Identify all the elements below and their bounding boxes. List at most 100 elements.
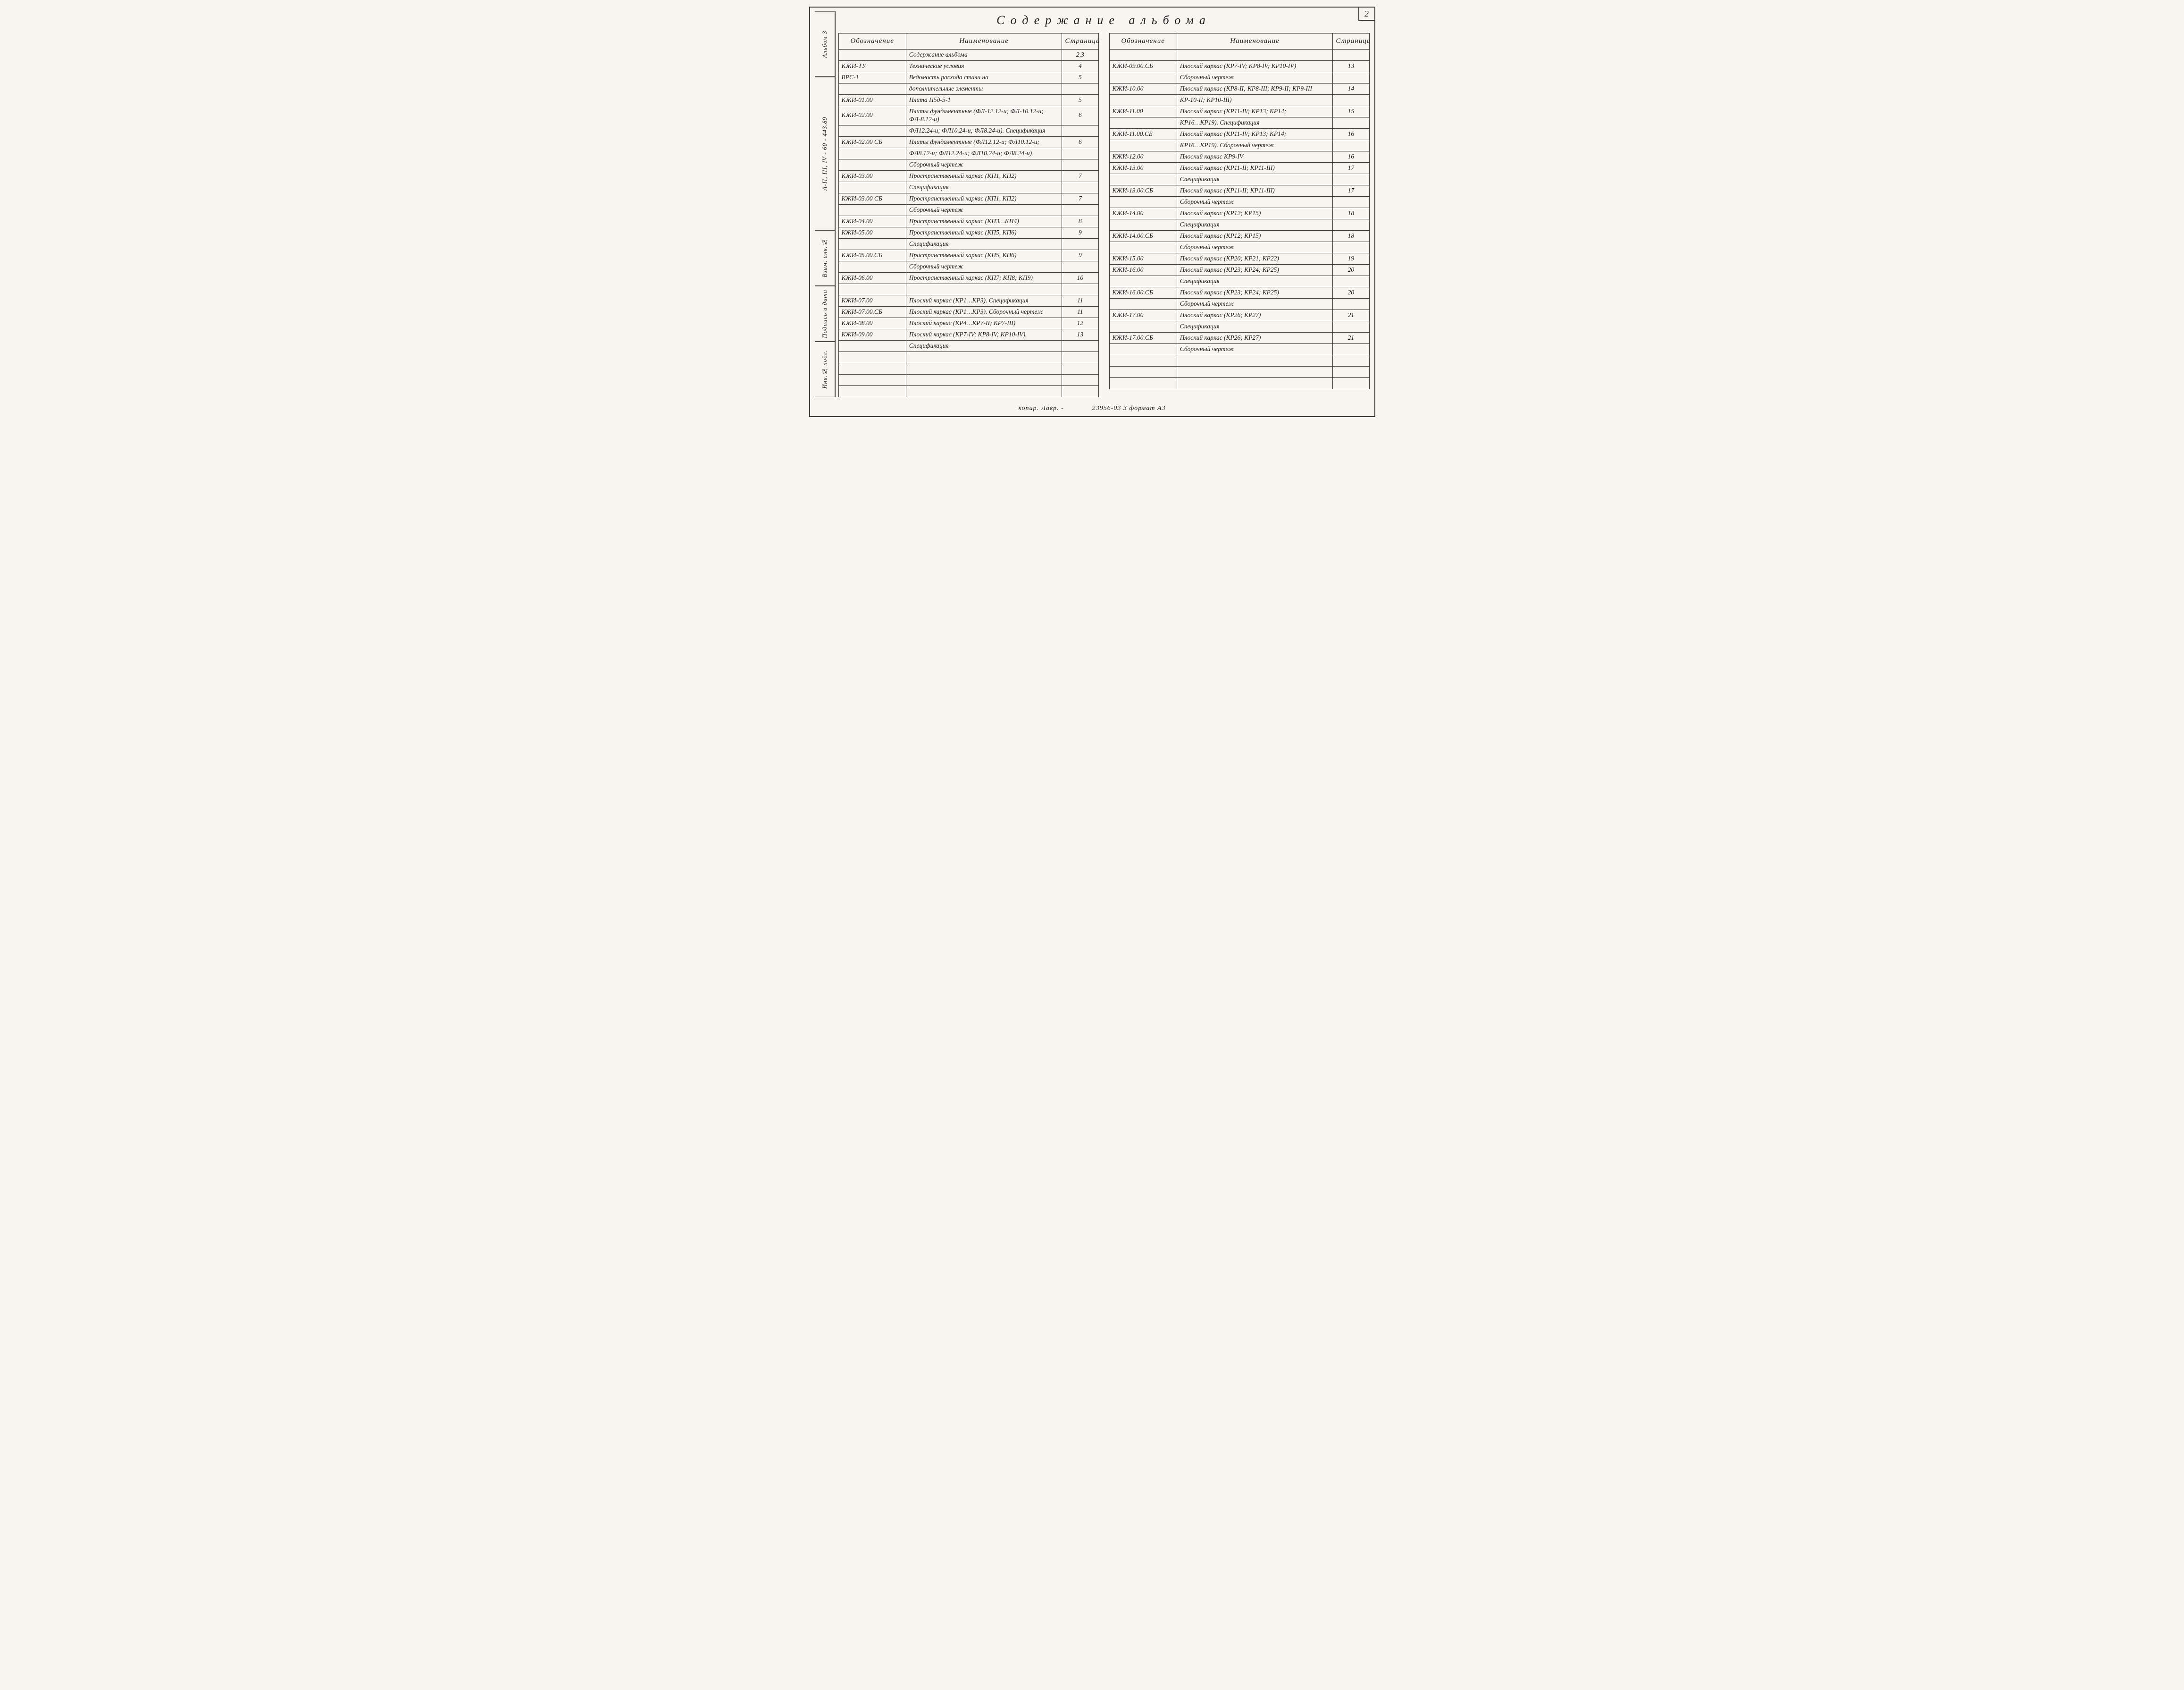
cell-page: 14 [1333, 84, 1369, 95]
table-row: Сборочный чертеж [1109, 242, 1369, 253]
table-row: КЖИ-01.00Плита П5д-5-15 [838, 95, 1098, 106]
cell-page: 6 [1062, 136, 1098, 148]
table-row: Спецификация [1109, 174, 1369, 185]
side-rail: Альбом 3 А-II, III, IV - 60 - 443.89 Вза… [815, 11, 836, 397]
cell-designation: КЖИ-13.00.СБ [1109, 185, 1177, 197]
cell-designation: КЖИ-15.00 [1109, 253, 1177, 265]
cell-designation: КЖИ-11.00.СБ [1109, 129, 1177, 140]
cell-name [1177, 378, 1333, 389]
cell-page [1062, 159, 1098, 170]
cell-page [1333, 367, 1369, 378]
cell-page [1062, 340, 1098, 351]
cell-page: 20 [1333, 265, 1369, 276]
cell-page [1062, 261, 1098, 272]
rail-vzam: Взам. инв.№ [815, 230, 835, 286]
cell-name: Плоский каркас (КР7-IV; КР8-IV; КР10-IV) [1177, 61, 1333, 72]
cell-page: 4 [1062, 61, 1098, 72]
table-row: Спецификация [838, 238, 1098, 250]
cell-page: 17 [1333, 185, 1369, 197]
cell-name: Плоский каркас (КР20; КР21; КР22) [1177, 253, 1333, 265]
cell-designation: КЖИ-17.00.СБ [1109, 333, 1177, 344]
cell-page: 13 [1333, 61, 1369, 72]
cell-page: 5 [1062, 95, 1098, 106]
cell-page [1333, 378, 1369, 389]
cell-name: Сборочный чертеж [906, 261, 1062, 272]
cell-name: Пространственный каркас (КП3…КП4) [906, 216, 1062, 227]
cell-name: КР16…КР19). Спецификация [1177, 117, 1333, 129]
cell-designation [838, 363, 906, 374]
cell-designation: КЖИ-16.00.СБ [1109, 287, 1177, 299]
cell-designation: КЖИ-13.00 [1109, 163, 1177, 174]
cell-name: Плоский каркас (КР23; КР24; КР25) [1177, 287, 1333, 299]
cell-page [1333, 174, 1369, 185]
cell-page: 21 [1333, 310, 1369, 321]
cell-name: Плоский каркас КР9-IV [1177, 151, 1333, 163]
table-row [838, 363, 1098, 374]
cell-designation: КЖИ-02.00 [838, 106, 906, 125]
cell-designation [838, 284, 906, 295]
table-row: Сборочный чертеж [1109, 299, 1369, 310]
cell-name: Сборочный чертеж [1177, 72, 1333, 84]
cell-page: 10 [1062, 272, 1098, 284]
table-row: Сборочный чертеж [1109, 197, 1369, 208]
cell-designation: КЖИ-06.00 [838, 272, 906, 284]
cell-designation [1109, 378, 1177, 389]
cell-name: Плоский каркас (КР11-IV; КР13; КР14; [1177, 106, 1333, 117]
cell-page: 18 [1333, 208, 1369, 219]
cell-name: Плоский каркас (КР1…КР3). Сборочный черт… [906, 306, 1062, 318]
cell-page [1062, 284, 1098, 295]
cell-designation [1109, 344, 1177, 355]
cell-name: Пространственный каркас (КП7; КП8; КП9) [906, 272, 1062, 284]
cell-designation: КЖИ-03.00 СБ [838, 193, 906, 204]
cell-name: Сборочный чертеж [1177, 344, 1333, 355]
table-row [838, 284, 1098, 295]
cell-page [1333, 242, 1369, 253]
cell-name: Пространственный каркас (КП1, КП2) [906, 193, 1062, 204]
cell-designation [1109, 276, 1177, 287]
cell-page [1062, 125, 1098, 136]
table-row: КЖИ-03.00 СБПространственный каркас (КП1… [838, 193, 1098, 204]
table-row: КЖИ-06.00Пространственный каркас (КП7; К… [838, 272, 1098, 284]
cell-page [1333, 50, 1369, 61]
cell-name: Спецификация [1177, 174, 1333, 185]
cell-designation [1109, 242, 1177, 253]
cell-name: Плоский каркас (КР7-IV; КР8-IV; КР10-IV)… [906, 329, 1062, 340]
table-row: КЖИ-11.00.СБПлоский каркас (КР11-IV; КР1… [1109, 129, 1369, 140]
cell-designation: КЖИ-09.00.СБ [1109, 61, 1177, 72]
table-row: КЖИ-07.00.СБПлоский каркас (КР1…КР3). Сб… [838, 306, 1098, 318]
cell-name: ФЛ12.24-и; ФЛ10.24-и; ФЛ8.24-и). Специфи… [906, 125, 1062, 136]
cell-name: Сборочный чертеж [1177, 299, 1333, 310]
cell-designation [1109, 219, 1177, 231]
table-row [1109, 367, 1369, 378]
cell-designation: КЖИ-17.00 [1109, 310, 1177, 321]
cell-name [906, 374, 1062, 385]
cell-designation [1109, 140, 1177, 151]
left-table-wrap: Обозначение Наименование Страница Содерж… [838, 33, 1099, 397]
cell-page: 12 [1062, 318, 1098, 329]
cell-designation [1109, 50, 1177, 61]
cell-name: Плоский каркас (КР26; КР27) [1177, 310, 1333, 321]
document-title: Содержание альбома [838, 13, 1370, 27]
cell-page: 9 [1062, 227, 1098, 238]
cell-designation [838, 182, 906, 193]
cell-designation: КЖИ-07.00.СБ [838, 306, 906, 318]
cell-name: Плоский каркас (КР12; КР15) [1177, 208, 1333, 219]
content-area: Содержание альбома Обозначение Наименова… [838, 11, 1370, 397]
cell-name: Плоский каркас (КР8-II; КР8-III; КР9-II;… [1177, 84, 1333, 95]
cell-name: дополнительные элементы [906, 84, 1062, 95]
cell-designation [1109, 321, 1177, 333]
table-row: Сборочный чертеж [1109, 72, 1369, 84]
cell-page: 19 [1333, 253, 1369, 265]
cell-name: Спецификация [906, 238, 1062, 250]
cell-name: Плоский каркас (КР1…КР3). Спецификация [906, 295, 1062, 306]
cell-designation [838, 50, 906, 61]
cell-page [1062, 238, 1098, 250]
table-row: Спецификация [1109, 276, 1369, 287]
cell-name: Содержание альбома [906, 50, 1062, 61]
cell-page: 18 [1333, 231, 1369, 242]
cell-designation [838, 238, 906, 250]
cell-page: 11 [1062, 306, 1098, 318]
cell-name [906, 351, 1062, 363]
table-row: КЖИ-ТУТехнические условия4 [838, 61, 1098, 72]
table-row [1109, 355, 1369, 367]
